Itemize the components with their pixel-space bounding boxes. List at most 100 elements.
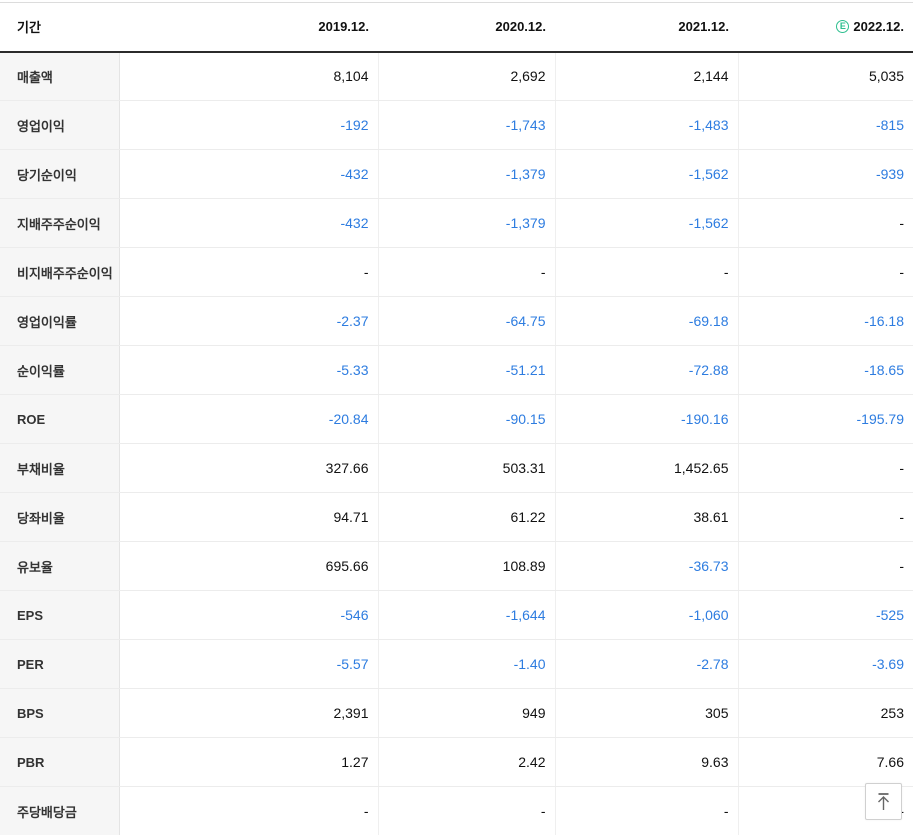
value-cell: 7.66 bbox=[737, 737, 913, 787]
value-cell: - bbox=[737, 198, 913, 248]
value-cell: - bbox=[737, 541, 913, 591]
table-row: 지배주주순이익 -432 -1,379 -1,562- bbox=[0, 198, 913, 248]
value-cell: 5,035 bbox=[737, 51, 913, 101]
estimate-badge-icon: E bbox=[836, 20, 850, 34]
header-row: 기간 2019.12. 2020.12. 2021.12. E 2022.12. bbox=[0, 2, 913, 53]
table-row: 유보율 695.66 108.89 -36.73- bbox=[0, 541, 913, 591]
year-column-header: 2020.12. bbox=[378, 2, 555, 53]
value-cell: 503.31 bbox=[377, 443, 555, 493]
value-cell: - bbox=[737, 247, 913, 297]
table-row: PBR 1.27 2.42 9.63 7.66 bbox=[0, 737, 913, 787]
value-cell: 1.27 bbox=[118, 737, 378, 787]
value-cell: -525 bbox=[737, 590, 913, 640]
value-cell: 2,692 bbox=[377, 51, 555, 101]
value-cell: 61.22 bbox=[377, 492, 555, 542]
value-cell: -90.15 bbox=[377, 394, 555, 444]
row-label: BPS bbox=[0, 688, 120, 738]
value-cell: - bbox=[377, 247, 555, 297]
table-row: 비지배주주순이익 - - - - bbox=[0, 247, 913, 297]
value-cell: 2,144 bbox=[554, 51, 738, 101]
value-cell: 1,452.65 bbox=[554, 443, 738, 493]
row-label: 부채비율 bbox=[0, 443, 120, 493]
table-row: 순이익률 -5.33 -51.21 -72.88 -18.65 bbox=[0, 345, 913, 395]
row-label: 순이익률 bbox=[0, 345, 120, 395]
value-cell: -195.79 bbox=[737, 394, 913, 444]
value-cell: -2.37 bbox=[118, 296, 378, 346]
year-column-header: 2019.12. bbox=[119, 2, 378, 53]
arrow-to-top-icon bbox=[875, 792, 892, 811]
value-cell: 253 bbox=[737, 688, 913, 738]
value-cell: -1,743 bbox=[377, 100, 555, 150]
value-cell: -5.33 bbox=[118, 345, 378, 395]
value-cell: - bbox=[118, 786, 378, 835]
finance-table-header: 기간 2019.12. 2020.12. 2021.12. E 2022.12. bbox=[0, 2, 913, 53]
value-cell: 9.63 bbox=[554, 737, 738, 787]
row-label: 매출액 bbox=[0, 51, 120, 101]
value-cell: -20.84 bbox=[118, 394, 378, 444]
row-label: 비지배주주순이익 bbox=[0, 247, 120, 297]
value-cell: - bbox=[737, 492, 913, 542]
value-cell: -1,483 bbox=[554, 100, 738, 150]
table-row: 당좌비율 94.71 61.22 38.61- bbox=[0, 492, 913, 542]
row-label: EPS bbox=[0, 590, 120, 640]
value-cell: -1,379 bbox=[377, 149, 555, 199]
row-label: 영업이익 bbox=[0, 100, 120, 150]
value-cell: -1,562 bbox=[554, 149, 738, 199]
row-label: PER bbox=[0, 639, 120, 689]
value-cell: 8,104 bbox=[118, 51, 378, 101]
value-cell: -432 bbox=[118, 149, 378, 199]
value-cell: 695.66 bbox=[118, 541, 378, 591]
value-cell: -190.16 bbox=[554, 394, 738, 444]
row-label: 주당배당금 bbox=[0, 786, 120, 835]
row-label: 영업이익률 bbox=[0, 296, 120, 346]
value-cell: 108.89 bbox=[377, 541, 555, 591]
value-cell: -36.73 bbox=[554, 541, 738, 591]
year-column-header: 2021.12. bbox=[555, 2, 738, 53]
value-cell: 2.42 bbox=[377, 737, 555, 787]
value-cell: -18.65 bbox=[737, 345, 913, 395]
value-cell: -51.21 bbox=[377, 345, 555, 395]
value-cell: 949 bbox=[377, 688, 555, 738]
table-row: ROE -20.84 -90.15 -190.16 -195.79 bbox=[0, 394, 913, 444]
value-cell: - bbox=[554, 786, 738, 835]
value-cell: -546 bbox=[118, 590, 378, 640]
table-row: PER -5.57 -1.40 -2.78 -3.69 bbox=[0, 639, 913, 689]
value-cell: 38.61 bbox=[554, 492, 738, 542]
value-cell: -1,060 bbox=[554, 590, 738, 640]
table-row: 매출액 8,104 2,692 2,144 5,035 bbox=[0, 51, 913, 101]
value-cell: -939 bbox=[737, 149, 913, 199]
value-cell: - bbox=[118, 247, 378, 297]
scroll-to-top-button[interactable] bbox=[865, 783, 902, 820]
value-cell: -1,562 bbox=[554, 198, 738, 248]
value-cell: -72.88 bbox=[554, 345, 738, 395]
value-cell: 305 bbox=[554, 688, 738, 738]
value-cell: - bbox=[377, 786, 555, 835]
row-label: 지배주주순이익 bbox=[0, 198, 120, 248]
value-cell: 327.66 bbox=[118, 443, 378, 493]
row-label: 당좌비율 bbox=[0, 492, 120, 542]
value-cell: -192 bbox=[118, 100, 378, 150]
value-cell: 94.71 bbox=[118, 492, 378, 542]
table-row: 부채비율 327.66 503.31 1,452.65- bbox=[0, 443, 913, 493]
value-cell: -5.57 bbox=[118, 639, 378, 689]
value-cell: - bbox=[737, 443, 913, 493]
table-row: 영업이익률 -2.37 -64.75 -69.18 -16.18 bbox=[0, 296, 913, 346]
value-cell: -2.78 bbox=[554, 639, 738, 689]
value-cell: - bbox=[554, 247, 738, 297]
value-cell: -64.75 bbox=[377, 296, 555, 346]
finance-table-body: 매출액 8,104 2,692 2,144 5,035 영업이익 -192 -1,743 -1,… bbox=[0, 51, 913, 835]
value-cell: 2,391 bbox=[118, 688, 378, 738]
value-cell: -69.18 bbox=[554, 296, 738, 346]
table-row: EPS -546 -1,644 -1,060 -525 bbox=[0, 590, 913, 640]
value-cell: -432 bbox=[118, 198, 378, 248]
value-cell: -815 bbox=[737, 100, 913, 150]
period-header-cell: 기간 bbox=[0, 2, 119, 53]
value-cell: -1,379 bbox=[377, 198, 555, 248]
row-label: 당기순이익 bbox=[0, 149, 120, 199]
table-row: 주당배당금---- bbox=[0, 786, 913, 835]
value-cell: -16.18 bbox=[737, 296, 913, 346]
value-cell: -3.69 bbox=[737, 639, 913, 689]
